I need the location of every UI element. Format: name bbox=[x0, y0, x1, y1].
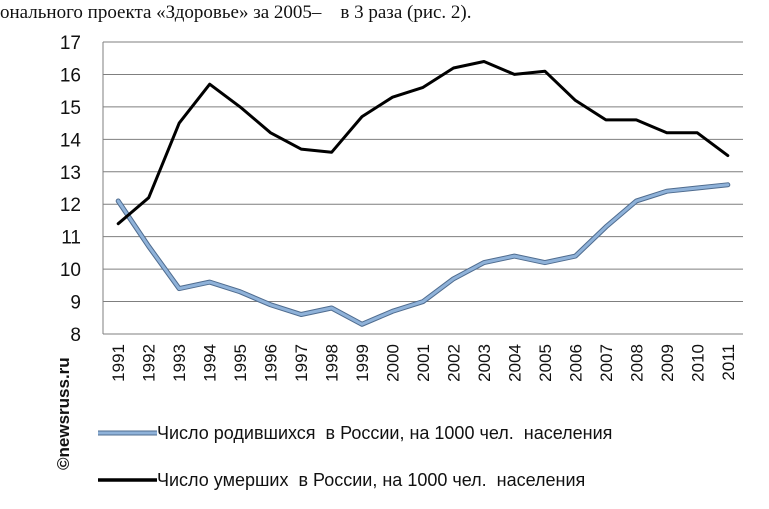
births-point-2003 bbox=[483, 261, 485, 264]
births-point-1992 bbox=[147, 245, 150, 248]
births-point-2000 bbox=[391, 310, 394, 313]
y-tick-label-9: 9 bbox=[70, 293, 81, 314]
x-tick-label-1999: 1999 bbox=[353, 344, 372, 382]
deaths-point-1997 bbox=[300, 148, 302, 150]
x-tick-label-1997: 1997 bbox=[292, 344, 311, 382]
x-tick-label-2004: 2004 bbox=[505, 344, 524, 382]
births-point-2007 bbox=[605, 226, 607, 228]
x-tick-label-1994: 1994 bbox=[201, 344, 220, 382]
births-point-1994 bbox=[208, 281, 211, 283]
deaths-point-2001 bbox=[422, 86, 424, 89]
y-tick-label-15: 15 bbox=[60, 98, 81, 119]
births-point-2005 bbox=[544, 261, 546, 264]
births-point-2008 bbox=[635, 200, 638, 202]
deaths-point-2010 bbox=[696, 132, 699, 134]
births-point-1991 bbox=[117, 200, 120, 202]
deaths-point-1994 bbox=[208, 83, 211, 85]
deaths-point-2005 bbox=[544, 70, 546, 72]
births-point-1993 bbox=[178, 287, 180, 290]
document-text-line: онального проекта «Здоровье» за 2005– в … bbox=[0, 2, 472, 23]
x-tick-label-1995: 1995 bbox=[231, 344, 250, 382]
x-tick-label-1996: 1996 bbox=[262, 344, 281, 382]
deaths-point-1995 bbox=[239, 106, 241, 108]
deaths-point-1993 bbox=[178, 122, 180, 124]
births-point-2011 bbox=[726, 183, 729, 186]
deaths-point-2006 bbox=[574, 99, 577, 102]
x-tick-label-2010: 2010 bbox=[688, 344, 707, 382]
x-tick-label-2008: 2008 bbox=[627, 344, 646, 382]
births-point-2010 bbox=[696, 187, 699, 189]
deaths-point-2011 bbox=[726, 154, 729, 157]
deaths-point-1991 bbox=[117, 222, 120, 225]
x-tick-label-1992: 1992 bbox=[140, 344, 159, 382]
births-point-1996 bbox=[269, 304, 272, 306]
x-tick-label-2003: 2003 bbox=[475, 344, 494, 382]
births-point-1998 bbox=[330, 307, 333, 309]
x-tick-label-2009: 2009 bbox=[658, 344, 677, 382]
births-point-2001 bbox=[422, 300, 424, 303]
y-tick-label-13: 13 bbox=[60, 163, 81, 184]
grid bbox=[102, 41, 743, 335]
y-tick-label-8: 8 bbox=[70, 325, 81, 346]
watermark-text: ©newsruss.ru bbox=[54, 357, 73, 470]
y-axis-ticks: 8 9 10 11 12 13 14 15 16 17 bbox=[60, 33, 82, 346]
x-tick-label-2002: 2002 bbox=[444, 344, 463, 382]
deaths-point-1998 bbox=[330, 151, 333, 154]
x-tick-label-1991: 1991 bbox=[109, 344, 128, 382]
y-tick-label-14: 14 bbox=[60, 130, 82, 151]
x-tick-label-2007: 2007 bbox=[597, 344, 616, 382]
x-tick-label-1993: 1993 bbox=[170, 344, 189, 382]
x-tick-label-1998: 1998 bbox=[323, 344, 342, 382]
legend-births-label: Число родившихся в России, на 1000 чел. … bbox=[157, 423, 612, 443]
deaths-point-2002 bbox=[452, 67, 455, 69]
y-tick-label-12: 12 bbox=[60, 195, 81, 216]
deaths-point-1999 bbox=[361, 115, 363, 118]
births-point-1995 bbox=[239, 291, 241, 293]
deaths-point-1996 bbox=[269, 132, 272, 134]
x-tick-label-2001: 2001 bbox=[414, 344, 433, 382]
deaths-point-2004 bbox=[513, 73, 516, 76]
y-tick-label-16: 16 bbox=[60, 65, 81, 86]
x-tick-label-2005: 2005 bbox=[536, 344, 555, 382]
legend-deaths-label: Число умерших в России, на 1000 чел. нас… bbox=[157, 470, 585, 490]
series-lines bbox=[115, 60, 731, 327]
deaths-point-2008 bbox=[635, 119, 638, 121]
series-births-outline bbox=[115, 182, 731, 327]
y-tick-label-10: 10 bbox=[60, 260, 81, 281]
deaths-point-2003 bbox=[483, 60, 485, 63]
deaths-point-2009 bbox=[666, 132, 668, 134]
x-axis-ticks: 1991 1992 1993 1994 1995 1996 1997 1998 1999 2000… bbox=[109, 344, 738, 382]
y-tick-label-11: 11 bbox=[61, 228, 81, 249]
deaths-point-1992 bbox=[147, 196, 150, 199]
births-point-2006 bbox=[574, 255, 577, 257]
births-point-1999 bbox=[361, 323, 363, 326]
births-point-2002 bbox=[452, 278, 455, 280]
x-tick-label-2011: 2011 bbox=[719, 344, 738, 381]
deaths-point-2007 bbox=[605, 119, 607, 121]
x-tick-label-2000: 2000 bbox=[384, 344, 403, 382]
births-point-1997 bbox=[300, 313, 302, 316]
y-tick-label-17: 17 bbox=[60, 33, 81, 54]
deaths-point-2000 bbox=[391, 96, 394, 98]
births-point-2004 bbox=[513, 255, 516, 257]
births-point-2009 bbox=[666, 190, 668, 193]
legend: Число родившихся в России, на 1000 чел. … bbox=[98, 423, 612, 490]
x-tick-label-2006: 2006 bbox=[566, 344, 585, 382]
